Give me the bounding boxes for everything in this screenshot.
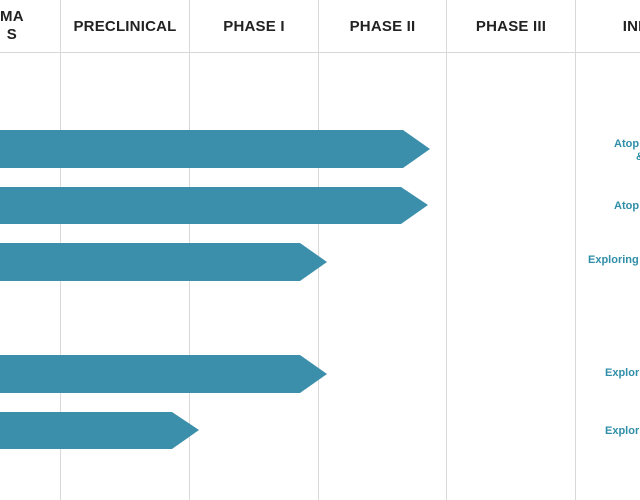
header-divider <box>0 52 640 53</box>
header-phase-3: PHASE III <box>475 17 547 35</box>
header-indication: IND <box>622 17 640 35</box>
column-divider <box>446 0 447 500</box>
header-preclinical: PRECLINICAL <box>73 17 177 35</box>
header-phase-1: PHASE I <box>223 17 285 35</box>
header-phase-2: PHASE II <box>349 17 416 35</box>
program-bar-5 <box>0 412 199 449</box>
program-bar-3 <box>0 243 327 281</box>
indication-1: Atop & <box>614 138 640 164</box>
header-program: MA S <box>0 0 58 52</box>
program-bar-1 <box>0 130 430 168</box>
indication-1-line1: Atop <box>614 138 640 150</box>
indication-1-line2: & <box>614 151 640 164</box>
column-divider <box>318 0 319 500</box>
indication-4: Explor <box>605 367 640 379</box>
column-divider <box>575 0 576 500</box>
program-bar-2 <box>0 187 428 224</box>
indication-2: Atop <box>614 200 640 212</box>
indication-5: Explor <box>605 425 640 437</box>
header-program-line2: S <box>6 26 17 43</box>
program-bar-4 <box>0 355 327 393</box>
header-program-line1: MA <box>0 8 24 25</box>
indication-3: Exploring <box>588 254 639 266</box>
